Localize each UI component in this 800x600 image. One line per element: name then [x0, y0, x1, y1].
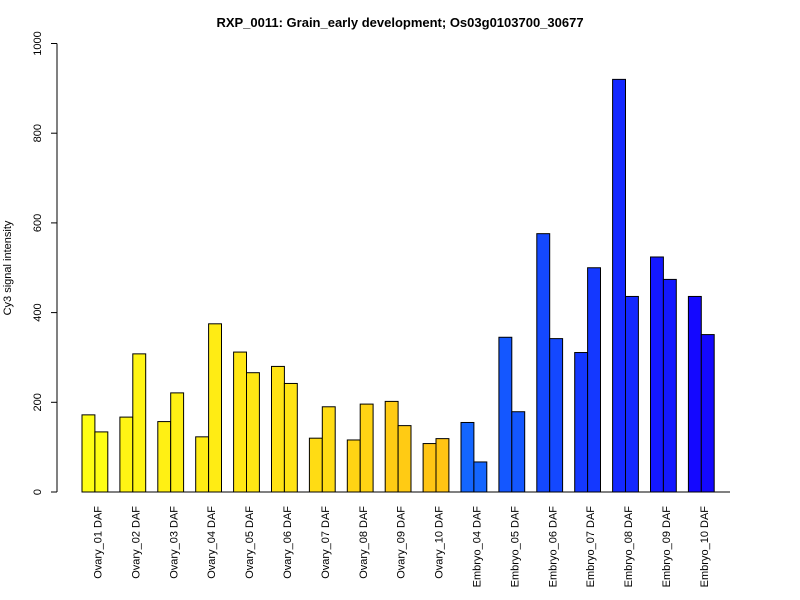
x-tick-label: Ovary_06 DAF: [282, 506, 294, 579]
bar-2-2: [132, 353, 147, 493]
bar-12-1: [498, 336, 513, 493]
bar-6-2: [283, 382, 298, 493]
bar-4-1: [195, 436, 210, 493]
x-tick-label: Ovary_05 DAF: [244, 506, 256, 579]
bar-8-2: [359, 403, 374, 493]
bar-7-2: [321, 406, 336, 493]
bar-14-2: [587, 267, 601, 493]
x-tick-label: Embryo_05 DAF: [509, 506, 521, 588]
y-axis-label: Cy3 signal intensity: [2, 220, 14, 315]
x-tick-label: Ovary_01 DAF: [92, 506, 104, 579]
bar-17-1: [687, 295, 702, 493]
bar-11-1: [460, 421, 475, 493]
bar-13-2: [549, 338, 564, 493]
bar-16-2: [662, 278, 677, 493]
y-tick-label: 0: [32, 489, 44, 495]
x-tick-label: Embryo_09 DAF: [661, 506, 673, 588]
bar-7-1: [308, 437, 323, 493]
x-tick-label: Embryo_10 DAF: [699, 506, 711, 588]
bar-12-2: [511, 411, 526, 493]
y-tick-label: 600: [32, 214, 44, 232]
bar-10-2: [435, 438, 450, 493]
y-tick-label: 400: [32, 303, 44, 321]
bar-1-2: [94, 431, 109, 493]
bar-1-1: [81, 414, 96, 493]
x-tick-label: Ovary_04 DAF: [206, 506, 218, 579]
y-tick-label: 200: [32, 393, 44, 411]
chart-title: RXP_0011: Grain_early development; Os03g…: [216, 15, 583, 30]
x-tick-label: Embryo_06 DAF: [547, 506, 559, 588]
bar-15-2: [625, 295, 639, 493]
y-tick-label: 800: [32, 124, 44, 142]
bar-5-1: [233, 351, 248, 493]
bar-15-1: [612, 78, 626, 493]
x-tick-label: Embryo_07 DAF: [585, 506, 597, 588]
bars-layer: [81, 78, 715, 493]
bar-14-1: [574, 352, 589, 493]
bar-6-1: [271, 365, 285, 493]
bar-11-2: [473, 461, 488, 493]
bar-16-1: [650, 256, 664, 493]
x-tick-label: Ovary_03 DAF: [168, 506, 180, 579]
bar-2-1: [119, 416, 134, 493]
y-tick-label: 1000: [32, 31, 44, 55]
axes-layer: Ovary_01 DAF Ovary_02 DAF Ovary_03 DAF Ovar…: [32, 31, 730, 587]
bar-13-1: [536, 233, 551, 493]
x-tick-label: Embryo_08 DAF: [623, 506, 635, 588]
bar-17-2: [700, 334, 715, 493]
x-tick-label: Ovary_08 DAF: [358, 506, 370, 579]
bar-8-1: [346, 439, 361, 493]
bar-9-1: [384, 400, 399, 493]
x-tick-label: Ovary_02 DAF: [130, 506, 142, 579]
bar-4-2: [208, 323, 223, 493]
x-tick-label: Ovary_10 DAF: [434, 506, 446, 579]
bar-9-2: [397, 425, 412, 493]
bar-3-2: [170, 392, 185, 493]
bar-10-1: [422, 443, 437, 493]
bar-5-2: [246, 372, 260, 493]
x-tick-label: Embryo_04 DAF: [471, 506, 483, 588]
x-tick-label: Ovary_09 DAF: [396, 506, 408, 579]
x-tick-label: Ovary_07 DAF: [320, 506, 332, 579]
bar-3-1: [157, 421, 172, 493]
